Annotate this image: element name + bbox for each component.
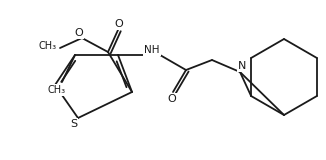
Text: O: O — [115, 19, 123, 29]
Text: S: S — [70, 119, 78, 129]
Text: N: N — [238, 61, 246, 71]
Text: NH: NH — [144, 45, 160, 55]
Text: O: O — [168, 94, 176, 104]
Text: CH₃: CH₃ — [48, 85, 66, 95]
Text: CH₃: CH₃ — [39, 41, 57, 51]
Text: O: O — [75, 28, 83, 38]
